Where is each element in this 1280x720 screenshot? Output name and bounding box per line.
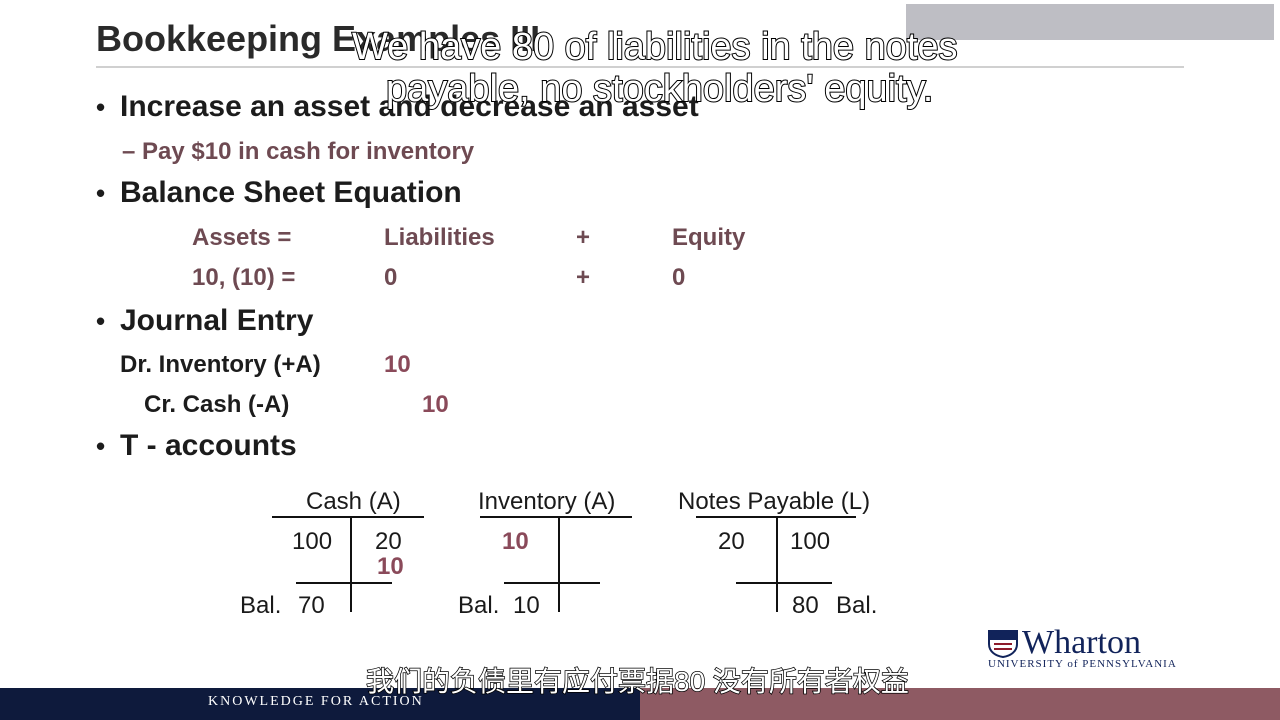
t-account-inventory-divider — [558, 516, 560, 612]
t-account-cash-total-rule — [296, 582, 392, 584]
bullet-text: Balance Sheet Equation — [120, 176, 462, 209]
eq-header-liabilities: Liabilities — [384, 224, 495, 251]
bullet-text: Journal Entry — [120, 304, 314, 337]
footer-bar-right — [640, 688, 1280, 720]
bullet-text: Increase an asset and decrease an asset — [120, 90, 699, 123]
slide-title: Bookkeeping Examples III — [96, 18, 541, 59]
eq-row-equity: 0 — [672, 264, 686, 291]
subtitle-english-line1: We have 80 of liabilities in the notes — [351, 25, 959, 69]
eq-header-assets: Assets = — [192, 224, 292, 251]
journal-credit-label: Cr. Cash (-A) — [144, 391, 290, 418]
t-account-inventory-bal-value: 10 — [513, 592, 540, 619]
t-account-notes-total-rule — [736, 582, 832, 584]
t-account-notes-divider — [776, 516, 778, 612]
wharton-logo: Wharton UNIVERSITY of PENNSYLVANIA — [988, 624, 1198, 672]
t-account-cash-top-rule — [272, 516, 424, 518]
subtitle-chinese: 我们的负债里有应付票据80 没有所有者权益 — [365, 665, 909, 698]
journal-debit-label: Dr. Inventory (+A) — [120, 351, 321, 378]
journal-credit-value: 10 — [422, 391, 449, 418]
t-account-notes-debit: 20 — [718, 528, 745, 555]
bullet-dot: • — [96, 92, 106, 122]
bullet-balance-sheet: • Balance Sheet Equation — [96, 176, 462, 210]
t-account-inventory-debit: 10 — [502, 528, 529, 555]
t-account-notes-bal-label: Bal. — [836, 592, 878, 619]
bullet-dot: • — [96, 178, 106, 208]
eq-header-equity: Equity — [672, 224, 746, 251]
bullet-dot: • — [96, 431, 106, 461]
bullet-text: T - accounts — [120, 429, 297, 462]
bullet-dot: • — [96, 306, 106, 336]
eq-row-liabilities: 0 — [384, 264, 398, 291]
sub-bullet-pay-cash: – Pay $10 in cash for inventory — [122, 138, 475, 165]
t-account-cash-divider — [350, 516, 352, 612]
wharton-wordmark: Wharton — [1022, 624, 1141, 661]
journal-debit-value: 10 — [384, 351, 411, 378]
title-divider — [96, 66, 1184, 68]
subtitle-english-line2: payable, no stockholders' equity. — [385, 67, 934, 111]
t-account-cash-title: Cash (A) — [306, 488, 401, 515]
eq-row-assets: 10, (10) = — [192, 264, 296, 291]
footer-bar-left — [0, 688, 640, 720]
t-account-cash-bal-label: Bal. — [240, 592, 282, 619]
watermark-box — [906, 4, 1274, 40]
bullet-t-accounts: • T - accounts — [96, 429, 297, 463]
t-account-cash-credit-2: 10 — [377, 553, 404, 580]
eq-header-plus: + — [576, 224, 591, 251]
footer-tagline: KNOWLEDGE FOR ACTION — [208, 694, 424, 709]
t-account-inventory-top-rule — [480, 516, 632, 518]
t-account-cash-bal-value: 70 — [298, 592, 325, 619]
t-account-inventory-title: Inventory (A) — [478, 488, 616, 515]
t-account-inventory-total-rule — [504, 582, 600, 584]
eq-row-plus: + — [576, 264, 591, 291]
t-account-notes-title: Notes Payable (L) — [678, 488, 871, 515]
t-account-notes-credit: 100 — [790, 528, 831, 555]
t-account-cash-credit-1: 20 — [375, 528, 402, 555]
t-account-cash-debit: 100 — [292, 528, 333, 555]
t-account-inventory-bal-label: Bal. — [458, 592, 500, 619]
penn-shield-icon — [988, 630, 1018, 658]
t-account-notes-bal-value: 80 — [792, 592, 819, 619]
bullet-increase-asset: • Increase an asset and decrease an asset — [96, 90, 699, 124]
bullet-journal-entry: • Journal Entry — [96, 304, 313, 338]
wharton-university-line: UNIVERSITY of PENNSYLVANIA — [988, 658, 1177, 670]
